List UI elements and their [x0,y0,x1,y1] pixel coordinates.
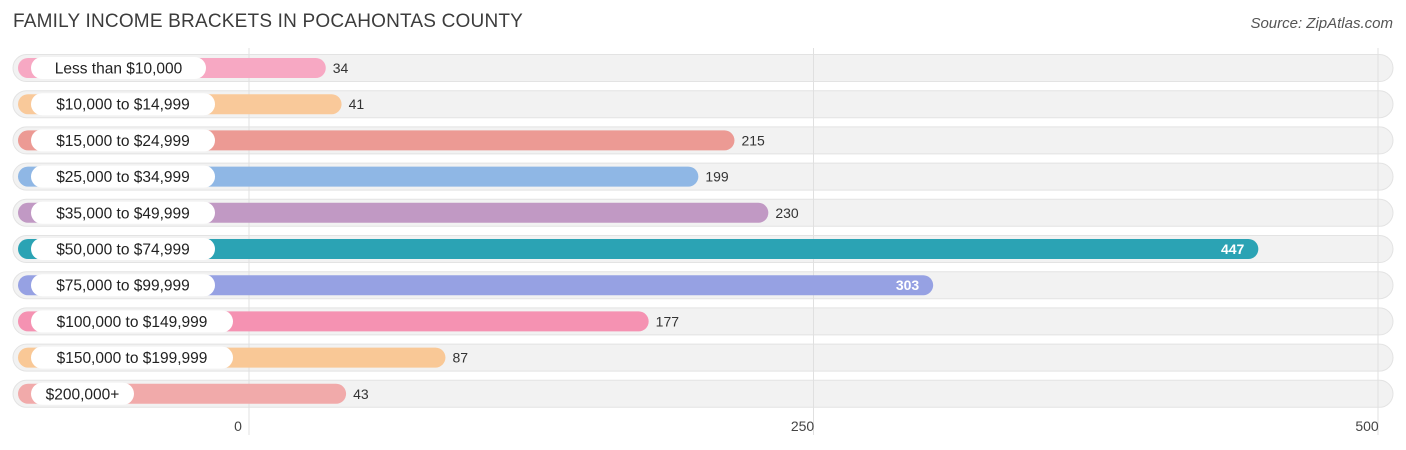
value-label: 447 [1221,241,1245,257]
x-tick-label: 0 [234,418,242,434]
value-label: 87 [452,350,468,366]
chart-title: FAMILY INCOME BRACKETS IN POCAHONTAS COU… [13,11,524,32]
category-label: $75,000 to $99,999 [56,278,190,295]
value-label: 215 [741,132,765,148]
value-label: 177 [656,313,680,329]
category-label-pill [31,310,233,333]
category-label: $200,000+ [46,386,120,403]
value-label: 303 [896,277,920,293]
row-track [12,90,1394,119]
category-label-pill [31,274,215,297]
category-label: Less than $10,000 [55,61,183,78]
category-label: $10,000 to $14,999 [56,97,190,114]
category-label: $15,000 to $24,999 [56,133,190,150]
x-tick-label: 500 [1355,418,1379,434]
bar [18,275,934,296]
value-label: 199 [705,169,729,185]
category-label-pill [31,93,215,116]
x-tick-label: 250 [791,418,815,434]
value-label: 41 [349,96,365,112]
category-label: $50,000 to $74,999 [56,242,190,259]
category-label-pill [31,57,206,79]
category-label: $25,000 to $34,999 [56,169,190,186]
row-track [12,379,1394,408]
category-label-pill [31,165,215,188]
category-label-pill [31,129,215,152]
category-label: $100,000 to $149,999 [57,314,208,331]
bar [18,239,1259,259]
category-label-pill [31,238,215,260]
value-label: 230 [775,205,799,221]
value-label: 34 [333,60,349,76]
category-label-pill [31,382,134,405]
chart-source: Source: ZipAtlas.com [1250,15,1393,32]
category-label-pill [31,346,233,369]
category-label-pill [31,201,215,224]
row-track [12,54,1394,82]
category-label: $35,000 to $49,999 [56,205,190,222]
category-label: $150,000 to $199,999 [57,350,208,367]
value-label: 43 [353,386,369,402]
